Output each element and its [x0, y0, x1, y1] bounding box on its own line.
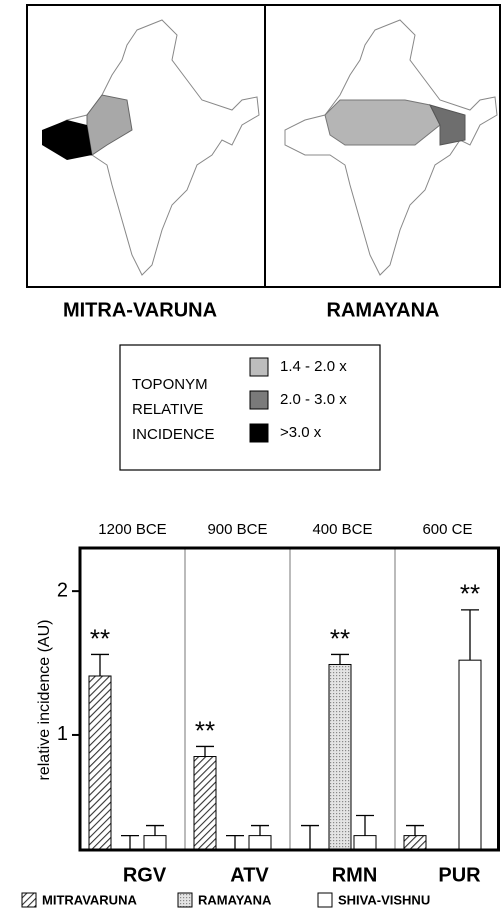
legend-label: MITRAVARUNA [42, 892, 137, 907]
legend-swatch [21, 892, 37, 908]
map-label: RAMAYANA [327, 299, 440, 321]
legend-title: INCIDENCE [132, 426, 215, 443]
y-tick-label: 2 [57, 579, 68, 601]
x-tick-label: PUR [438, 864, 481, 886]
period-label: 900 BCE [207, 521, 267, 538]
significance-label: ** [330, 623, 350, 653]
error-bar [146, 824, 164, 836]
legend-swatch [177, 892, 193, 908]
legend-swatch [249, 390, 269, 410]
legend-label: RAMAYANA [198, 892, 272, 907]
map-label: MITRA-VARUNA [63, 299, 217, 321]
period-label: 400 BCE [312, 521, 372, 538]
error-bar [91, 653, 109, 676]
legend-title: TOPONYM [132, 376, 208, 393]
bar [88, 675, 112, 851]
period-label: 1200 BCE [98, 521, 166, 538]
period-label: 600 CE [422, 521, 472, 538]
legend-label: 2.0 - 3.0 x [280, 391, 347, 408]
error-bar [356, 814, 374, 836]
bar [458, 659, 482, 851]
error-bar [406, 824, 424, 836]
x-tick-label: RMN [332, 864, 378, 886]
error-bar [301, 824, 319, 850]
error-bar [251, 824, 269, 836]
legend-label: 1.4 - 2.0 x [280, 358, 347, 375]
map-right [264, 4, 501, 288]
legend-swatch [249, 357, 269, 377]
map-left [26, 4, 266, 288]
error-bar [461, 609, 479, 661]
legend-swatch [249, 423, 269, 443]
significance-label: ** [460, 579, 480, 609]
legend-title: RELATIVE [132, 401, 203, 418]
error-bar [331, 653, 349, 665]
plot-frame [78, 546, 500, 852]
bar [143, 835, 167, 851]
bar [328, 663, 352, 851]
x-tick-label: RGV [123, 864, 167, 886]
legend-swatch [317, 892, 333, 908]
significance-label: ** [90, 623, 110, 653]
significance-label: ** [195, 715, 215, 745]
bar [248, 835, 272, 851]
y-axis-label: relative incidence (AU) [36, 620, 53, 781]
bar [403, 835, 427, 851]
bar [193, 756, 217, 851]
legend-label: SHIVA-VISHNU [338, 892, 430, 907]
error-bar [226, 834, 244, 850]
bar [353, 835, 377, 851]
legend-label: >3.0 x [280, 424, 322, 441]
x-tick-label: ATV [230, 864, 269, 886]
error-bar [121, 834, 139, 850]
y-tick-label: 1 [57, 723, 68, 745]
error-bar [196, 745, 214, 757]
